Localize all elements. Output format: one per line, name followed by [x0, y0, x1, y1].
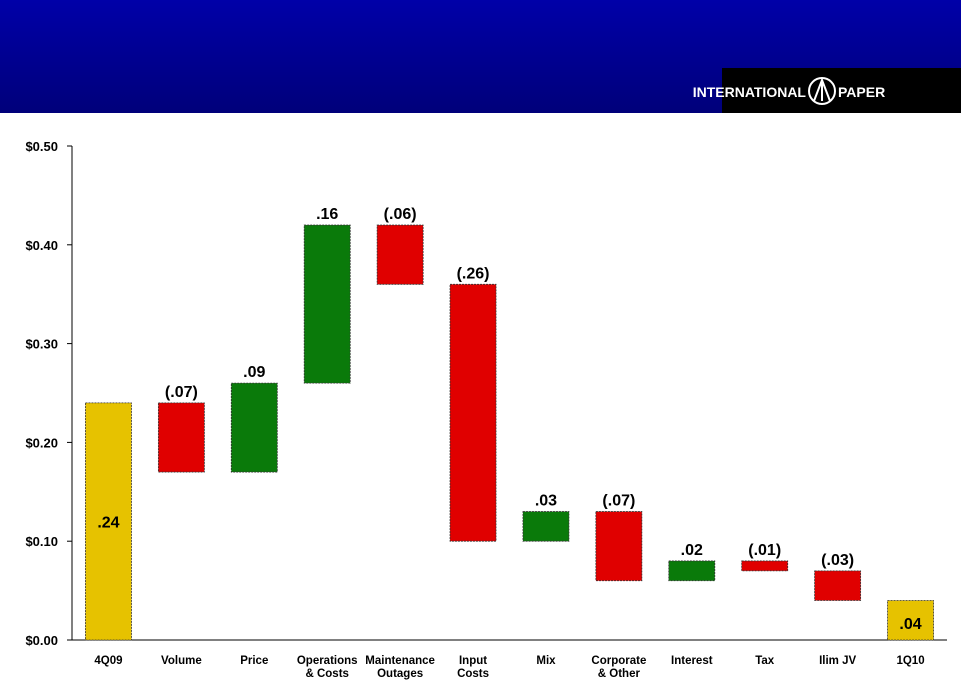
x-tick-label: Input Costs	[457, 655, 489, 680]
x-tick-label: Ilim JV	[819, 655, 856, 667]
y-tick-label: $0.00	[25, 633, 58, 648]
bar	[303, 224, 351, 384]
bar	[376, 224, 424, 285]
x-tick-label: 4Q09	[94, 655, 122, 667]
value-label: .04	[899, 616, 921, 633]
logo-icon	[808, 77, 836, 105]
y-tick-label: $0.40	[25, 238, 58, 253]
value-label: (.03)	[821, 552, 854, 569]
bar	[814, 570, 862, 601]
logo-box	[722, 68, 961, 113]
x-tick-label: Operations & Costs	[297, 655, 358, 680]
y-tick-label: $0.20	[25, 435, 58, 450]
logo-text: INTERNATIONAL	[693, 84, 807, 100]
bar	[741, 560, 789, 572]
bar	[230, 382, 278, 473]
x-tick-label: Mix	[536, 655, 556, 667]
value-label: .16	[316, 206, 338, 223]
logo-text: PAPER	[838, 84, 885, 100]
bar	[668, 560, 716, 582]
x-tick-label: Price	[240, 655, 268, 667]
value-label: .02	[681, 542, 703, 559]
value-label: (.01)	[748, 542, 781, 559]
bar	[887, 600, 934, 641]
value-label: (.26)	[457, 265, 490, 282]
y-tick-label: $0.50	[25, 139, 58, 154]
y-tick-label: $0.10	[25, 534, 58, 549]
bar	[449, 283, 497, 542]
x-tick-label: 1Q10	[896, 655, 924, 667]
value-label: .09	[243, 364, 265, 381]
bar	[595, 511, 643, 582]
y-tick-label: $0.30	[25, 337, 58, 352]
x-tick-label: Maintenance Outages	[365, 655, 435, 680]
value-label: (.07)	[165, 384, 198, 401]
x-tick-label: Corporate & Other	[591, 655, 646, 680]
bar	[522, 511, 570, 542]
bar	[157, 402, 205, 473]
value-label: .03	[535, 493, 557, 510]
value-label: (.06)	[384, 206, 417, 223]
value-label: (.07)	[602, 493, 635, 510]
bar	[85, 402, 132, 641]
value-label: .24	[97, 514, 119, 531]
x-tick-label: Interest	[671, 655, 713, 667]
x-tick-label: Volume	[161, 655, 202, 667]
x-tick-label: Tax	[755, 655, 775, 667]
